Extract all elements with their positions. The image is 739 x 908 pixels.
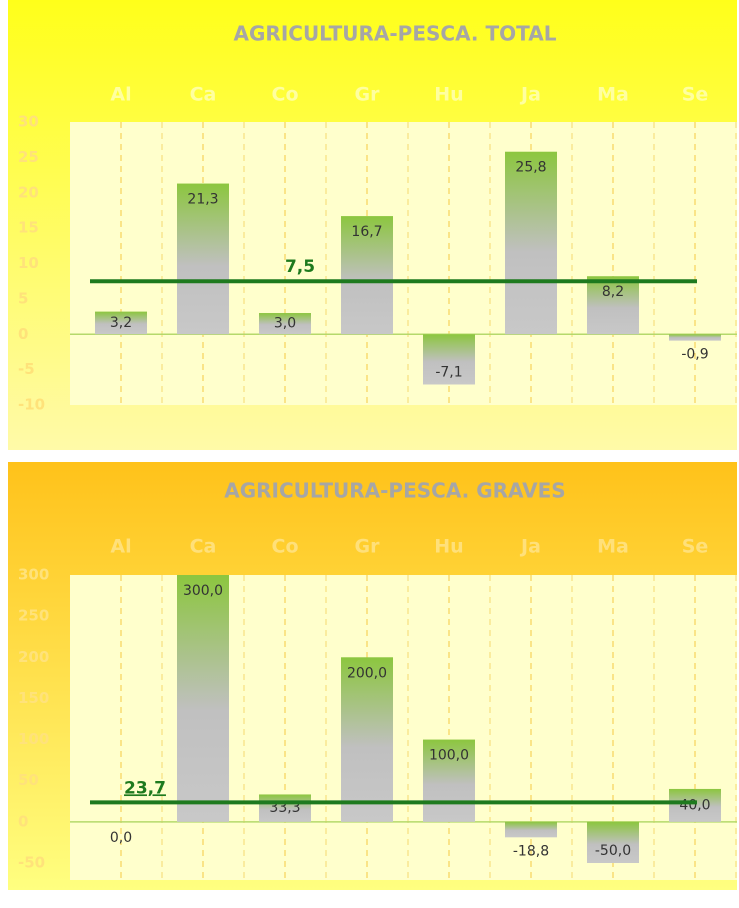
bar — [505, 151, 557, 335]
plot-area — [70, 122, 737, 405]
category-label: Al — [110, 84, 131, 106]
bar — [505, 821, 557, 838]
category-label: Hu — [434, 536, 463, 558]
y-tick-label: -10 — [18, 396, 45, 414]
y-tick-label: 5 — [18, 289, 28, 307]
bar — [259, 313, 311, 335]
y-tick-label: 150 — [18, 689, 49, 707]
category-label: Ma — [597, 84, 629, 106]
y-tick-label: 50 — [18, 771, 39, 789]
bar — [423, 334, 475, 385]
y-tick-label: 30 — [18, 113, 39, 131]
category-label: Se — [682, 84, 709, 106]
y-tick-label: 100 — [18, 730, 49, 748]
bar — [259, 794, 311, 822]
value-label: 8,2 — [602, 284, 624, 300]
category-label: Gr — [355, 84, 381, 106]
y-tick-label: 20 — [18, 183, 39, 201]
bar — [587, 276, 639, 335]
category-label: Ja — [519, 536, 541, 558]
bar — [587, 821, 639, 863]
y-tick-label: 0 — [18, 325, 28, 343]
category-label: Al — [110, 536, 131, 558]
bar — [95, 311, 147, 335]
category-label: Ma — [597, 536, 629, 558]
value-label: 300,0 — [183, 583, 223, 599]
bar — [669, 788, 721, 822]
value-label: 40,0 — [679, 797, 710, 813]
category-label: Co — [272, 536, 299, 558]
value-label: -7,1 — [435, 364, 462, 380]
category-label: Ca — [190, 536, 217, 558]
value-label: 200,0 — [347, 665, 387, 681]
value-label: 3,2 — [110, 315, 132, 331]
value-label: 100,0 — [429, 748, 469, 764]
y-tick-label: 200 — [18, 648, 49, 666]
value-label: 21,3 — [187, 192, 218, 208]
y-tick-label: 250 — [18, 607, 49, 625]
category-label: Ca — [190, 84, 217, 106]
value-label: -50,0 — [595, 843, 631, 859]
y-tick-label: 10 — [18, 254, 39, 272]
category-label: Gr — [355, 536, 381, 558]
category-label: Se — [682, 536, 709, 558]
value-label: -18,8 — [513, 843, 549, 859]
y-tick-label: 300 — [18, 566, 49, 584]
y-tick-label: 0 — [18, 812, 28, 830]
category-label: Co — [272, 84, 299, 106]
category-label: Hu — [434, 84, 463, 106]
bar — [341, 216, 393, 335]
chart-title: AGRICULTURA-PESCA. TOTAL — [234, 22, 557, 46]
value-label: -0,9 — [681, 347, 708, 363]
bar — [177, 575, 229, 822]
bar — [341, 657, 393, 822]
average-label: 23,7 — [124, 778, 166, 798]
value-label: 3,0 — [274, 316, 296, 332]
category-label: Ja — [519, 84, 541, 106]
bar — [177, 183, 229, 335]
value-label: 25,8 — [515, 160, 546, 176]
y-tick-label: 25 — [18, 148, 39, 166]
bar — [669, 334, 721, 341]
y-tick-label: -5 — [18, 360, 35, 378]
bar — [423, 739, 475, 822]
y-tick-label: -50 — [18, 854, 45, 872]
average-label: 7,5 — [285, 257, 315, 277]
value-label: 0,0 — [110, 830, 132, 846]
value-label: 16,7 — [351, 224, 382, 240]
chart-title: AGRICULTURA-PESCA. GRAVES — [224, 479, 565, 503]
y-tick-label: 15 — [18, 219, 39, 237]
